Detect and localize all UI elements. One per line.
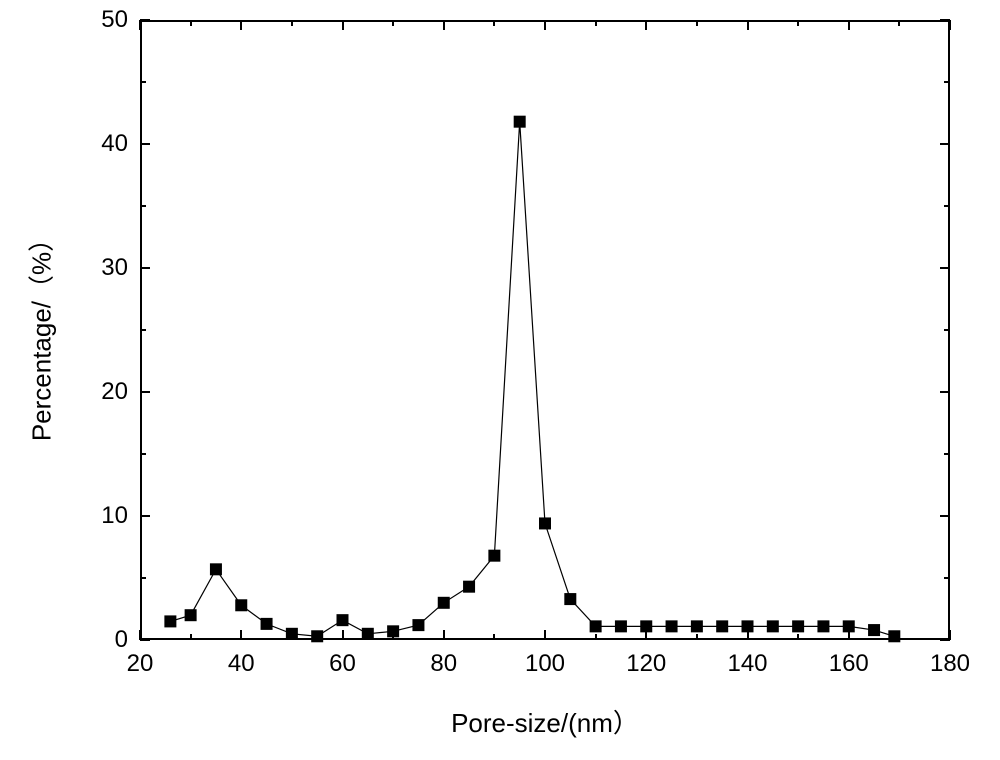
x-tick-minor bbox=[696, 634, 698, 640]
x-tick-label: 80 bbox=[414, 650, 474, 678]
y-tick-minor bbox=[140, 81, 146, 83]
data-marker bbox=[488, 550, 500, 562]
x-tick-minor bbox=[797, 634, 799, 640]
x-tick-minor-top bbox=[696, 20, 698, 26]
y-tick-major-right bbox=[940, 639, 950, 641]
x-tick-major-top bbox=[645, 20, 647, 30]
y-tick-major bbox=[140, 639, 150, 641]
data-marker bbox=[615, 620, 627, 632]
chart-container: Percentage/（%） Pore-size/(nm） 2040608010… bbox=[0, 0, 1000, 760]
data-marker bbox=[817, 620, 829, 632]
data-marker bbox=[666, 620, 678, 632]
data-marker bbox=[185, 609, 197, 621]
x-tick-major-top bbox=[240, 20, 242, 30]
y-tick-label: 10 bbox=[101, 502, 128, 530]
y-tick-major-right bbox=[940, 515, 950, 517]
y-tick-major-right bbox=[940, 19, 950, 21]
x-tick-major-top bbox=[342, 20, 344, 30]
y-tick-label: 30 bbox=[101, 254, 128, 282]
y-tick-minor-right bbox=[944, 453, 950, 455]
y-tick-label: 20 bbox=[101, 378, 128, 406]
data-marker bbox=[412, 619, 424, 631]
x-tick-major-top bbox=[139, 20, 141, 30]
y-tick-major-right bbox=[940, 267, 950, 269]
x-tick-minor-top bbox=[291, 20, 293, 26]
x-tick-major bbox=[342, 630, 344, 640]
y-tick-minor-right bbox=[944, 329, 950, 331]
x-tick-label: 60 bbox=[313, 650, 373, 678]
y-tick-major bbox=[140, 391, 150, 393]
y-tick-minor bbox=[140, 577, 146, 579]
data-marker bbox=[463, 581, 475, 593]
data-layer bbox=[0, 0, 1000, 760]
x-tick-minor bbox=[595, 634, 597, 640]
x-tick-major bbox=[443, 630, 445, 640]
x-tick-label: 140 bbox=[718, 650, 778, 678]
x-tick-minor bbox=[291, 634, 293, 640]
x-tick-major-top bbox=[848, 20, 850, 30]
x-tick-minor bbox=[898, 634, 900, 640]
data-marker bbox=[716, 620, 728, 632]
data-marker bbox=[539, 517, 551, 529]
y-tick-label: 50 bbox=[101, 6, 128, 34]
y-tick-minor bbox=[140, 329, 146, 331]
y-tick-minor bbox=[140, 205, 146, 207]
x-tick-label: 100 bbox=[515, 650, 575, 678]
x-tick-major bbox=[645, 630, 647, 640]
x-tick-minor-top bbox=[190, 20, 192, 26]
data-marker bbox=[362, 628, 374, 640]
y-tick-major bbox=[140, 515, 150, 517]
x-tick-minor bbox=[190, 634, 192, 640]
x-tick-label: 160 bbox=[819, 650, 879, 678]
y-tick-minor-right bbox=[944, 205, 950, 207]
data-marker bbox=[564, 593, 576, 605]
data-marker bbox=[438, 597, 450, 609]
x-tick-label: 20 bbox=[110, 650, 170, 678]
y-tick-major-right bbox=[940, 143, 950, 145]
y-tick-label: 0 bbox=[115, 626, 128, 654]
x-tick-minor-top bbox=[392, 20, 394, 26]
data-line bbox=[170, 122, 894, 637]
x-tick-major-top bbox=[747, 20, 749, 30]
data-marker bbox=[691, 620, 703, 632]
data-marker bbox=[792, 620, 804, 632]
x-tick-label: 120 bbox=[616, 650, 676, 678]
data-marker bbox=[767, 620, 779, 632]
x-tick-major bbox=[544, 630, 546, 640]
data-marker bbox=[235, 599, 247, 611]
x-tick-major-top bbox=[544, 20, 546, 30]
y-tick-major-right bbox=[940, 391, 950, 393]
data-marker bbox=[590, 620, 602, 632]
x-tick-major bbox=[240, 630, 242, 640]
x-tick-major-top bbox=[949, 20, 951, 30]
x-tick-minor bbox=[493, 634, 495, 640]
data-marker bbox=[868, 624, 880, 636]
y-tick-minor bbox=[140, 453, 146, 455]
y-tick-label: 40 bbox=[101, 130, 128, 158]
x-tick-minor-top bbox=[493, 20, 495, 26]
data-marker bbox=[514, 116, 526, 128]
x-tick-major-top bbox=[443, 20, 445, 30]
x-tick-minor-top bbox=[898, 20, 900, 26]
data-marker bbox=[311, 630, 323, 642]
x-tick-minor bbox=[392, 634, 394, 640]
y-tick-minor-right bbox=[944, 577, 950, 579]
x-tick-label: 180 bbox=[920, 650, 980, 678]
y-tick-minor-right bbox=[944, 81, 950, 83]
x-tick-major bbox=[848, 630, 850, 640]
data-marker bbox=[337, 614, 349, 626]
x-tick-label: 40 bbox=[211, 650, 271, 678]
data-marker bbox=[210, 563, 222, 575]
x-tick-minor-top bbox=[797, 20, 799, 26]
y-tick-major bbox=[140, 267, 150, 269]
x-tick-major bbox=[747, 630, 749, 640]
x-tick-minor-top bbox=[595, 20, 597, 26]
y-tick-major bbox=[140, 19, 150, 21]
data-marker bbox=[261, 618, 273, 630]
data-marker bbox=[164, 615, 176, 627]
y-tick-major bbox=[140, 143, 150, 145]
